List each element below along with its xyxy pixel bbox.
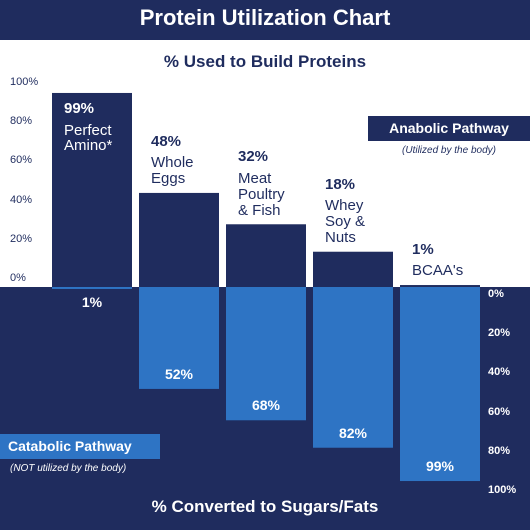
legend-catabolic: Catabolic Pathway <box>8 438 132 454</box>
y-tick-label: 0% <box>10 272 26 284</box>
value-label: 32% <box>238 148 269 166</box>
y2-tick-label: 60% <box>488 405 511 418</box>
value-label: 1% <box>412 240 434 258</box>
y2-tick-label: 40% <box>488 366 511 379</box>
category-label: Perfect Amino* <box>64 121 113 155</box>
bar-catabolic <box>226 287 306 421</box>
legend-catabolic-box <box>0 434 160 459</box>
bar-anabolic <box>313 251 393 287</box>
header-band <box>0 0 530 40</box>
value-label: 52% <box>164 365 194 382</box>
y2-tick-label: 20% <box>488 327 511 340</box>
bar-catabolic <box>52 287 132 289</box>
category-label: Whole Eggs <box>151 154 194 188</box>
legend-anabolic-note: (Utilized by the body) <box>402 145 496 156</box>
value-label: 68% <box>251 397 281 414</box>
y2-tick-label: 100% <box>488 484 517 496</box>
bar-anabolic <box>139 192 219 287</box>
bar-anabolic <box>400 285 480 287</box>
legend-anabolic: Anabolic Pathway <box>389 120 509 136</box>
value-label: 99% <box>64 99 95 117</box>
bar-anabolic <box>52 92 132 288</box>
y-tick-label: 60% <box>10 154 33 167</box>
y2-tick-label: 80% <box>488 444 511 457</box>
chart-title: Protein Utilization Chart <box>139 5 391 30</box>
value-label: 82% <box>338 424 368 441</box>
bar-label-group: 32% Meat Poultry & Fish <box>238 149 302 218</box>
bar-catabolic <box>313 287 393 448</box>
value-label: 48% <box>151 132 182 150</box>
value-label: 18% <box>325 175 356 193</box>
y-tick-label: 100% <box>10 76 39 88</box>
y2-tick-label: 0% <box>488 288 504 300</box>
bar-anabolic <box>226 224 306 287</box>
bottom-title: % Converted to Sugars/Fats <box>151 497 379 516</box>
y-tick-label: 40% <box>10 193 33 206</box>
bar-catabolic <box>400 287 480 482</box>
bar-label-group: 99% Perfect Amino* <box>64 101 128 154</box>
legend-anabolic-box <box>368 116 530 141</box>
chart-subtitle: % Used to Build Proteins <box>163 52 367 71</box>
category-label: Whey Soy & Nuts <box>325 197 366 246</box>
legend-catabolic-note: (NOT utilized by the body) <box>10 463 127 474</box>
value-label: 99% <box>425 458 455 475</box>
y-tick-label: 80% <box>10 115 33 128</box>
category-label: Meat Poultry & Fish <box>238 170 285 219</box>
bar-label-group: 1% BCAA's <box>412 240 476 280</box>
y-tick-label: 20% <box>10 232 33 245</box>
bar-catabolic <box>139 287 219 389</box>
bar-label-group: 48% Whole Eggs <box>151 132 215 188</box>
category-label: BCAA's <box>412 262 464 280</box>
bar-label-group: 18% Whey Soy & Nuts <box>325 175 389 246</box>
value-label: 1% <box>81 293 103 310</box>
